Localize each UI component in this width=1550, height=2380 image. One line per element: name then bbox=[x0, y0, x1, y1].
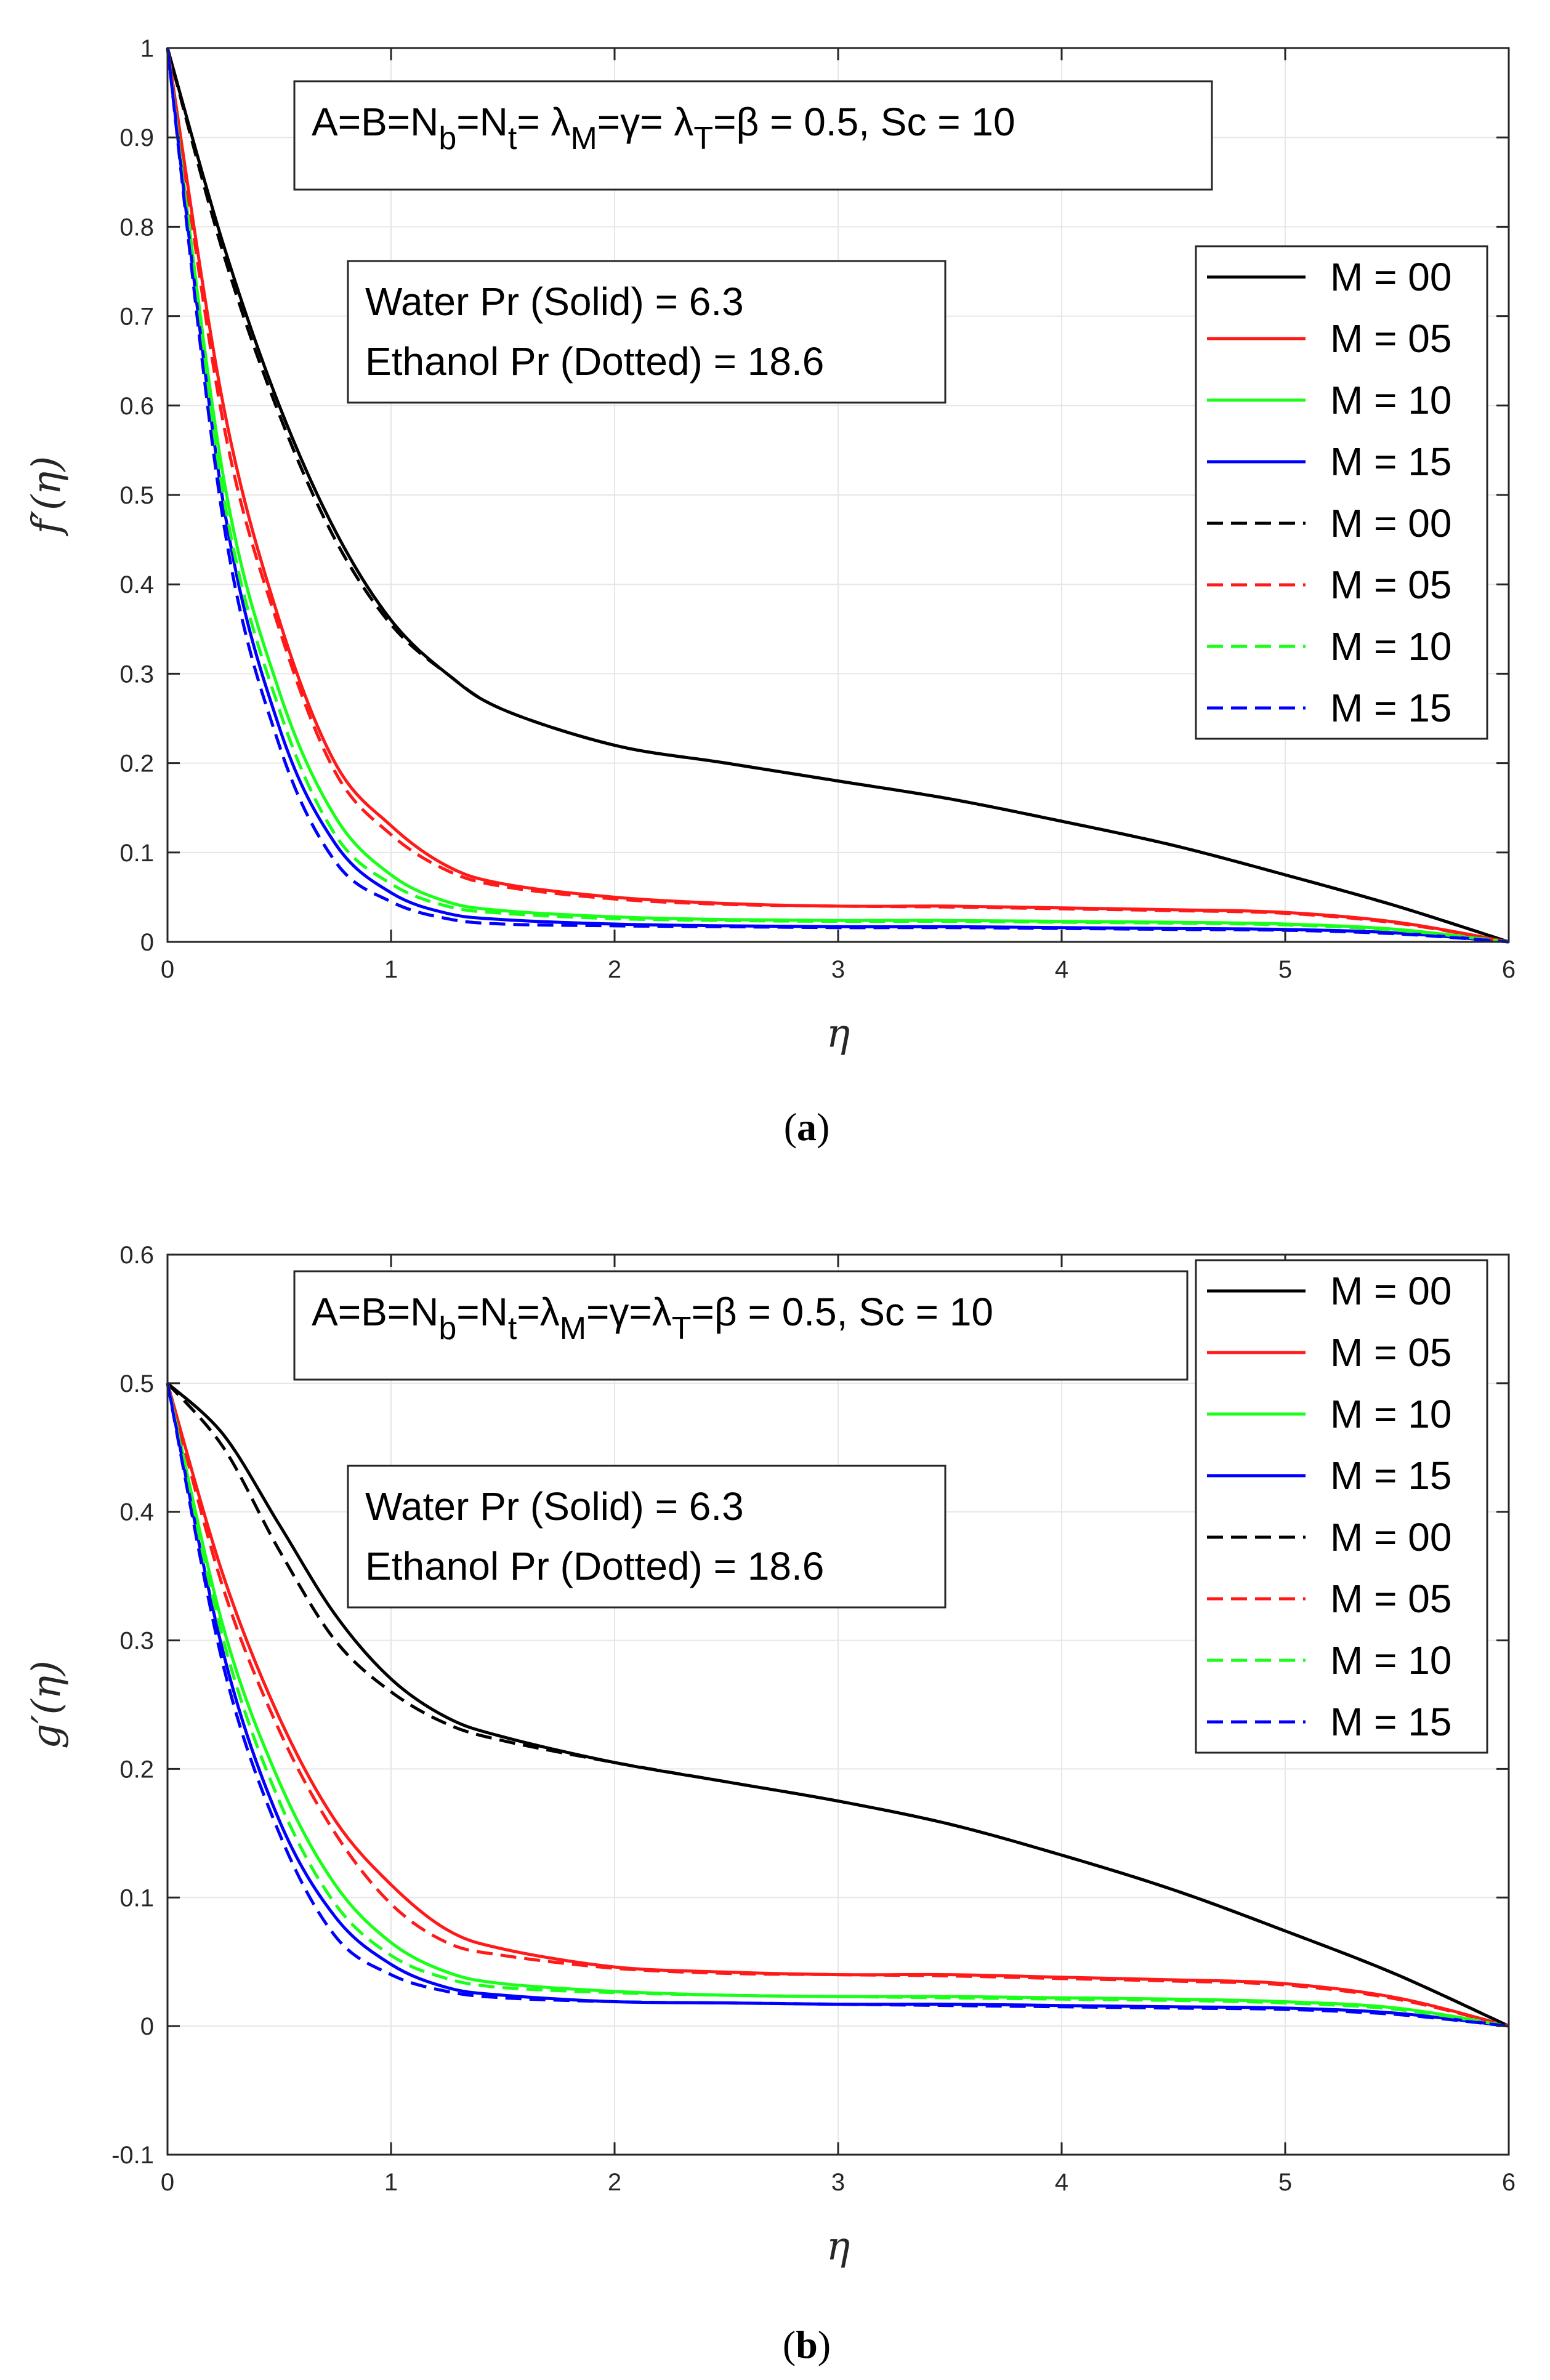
series-line-red-dashed bbox=[166, 1383, 1509, 2028]
y-tick-label: 0 bbox=[140, 929, 154, 956]
series-line-blue-dashed bbox=[166, 1383, 1509, 2028]
y-axis-label: g′(η) bbox=[24, 1660, 70, 1749]
legend-box bbox=[1195, 1259, 1488, 1754]
x-tick-label: 0 bbox=[161, 2169, 174, 2196]
x-tick-label: 4 bbox=[1055, 956, 1068, 983]
x-tick-label: 3 bbox=[831, 2169, 845, 2196]
fluid-box-line-water: Water Pr (Solid) = 6.3 bbox=[365, 1484, 744, 1529]
parameters-text: A=B=Nb=Nt=λM=γ=λT=β = 0.5, Sc = 10 bbox=[312, 1290, 993, 1346]
legend-label: M = 05 bbox=[1330, 1577, 1451, 1621]
y-tick-label: 0.7 bbox=[119, 304, 154, 331]
legend-label: M = 10 bbox=[1330, 624, 1451, 669]
series-line-green-dashed bbox=[166, 47, 1509, 944]
y-tick-label: 0.6 bbox=[119, 1242, 154, 1269]
legend-label: M = 15 bbox=[1330, 1700, 1451, 1744]
x-tick-label: 5 bbox=[1278, 2169, 1292, 2196]
y-tick-label: 0.2 bbox=[119, 1756, 154, 1783]
x-tick-label: 6 bbox=[1502, 956, 1516, 983]
y-tick-label: 0.5 bbox=[119, 482, 154, 509]
y-axis-label: f′(η) bbox=[24, 456, 70, 537]
y-tick-label: 0.5 bbox=[119, 1370, 154, 1397]
parameters-text: A=B=Nb=Nt= λM=γ= λT=β = 0.5, Sc = 10 bbox=[312, 100, 1015, 156]
legend-label: M = 00 bbox=[1330, 501, 1451, 545]
legend-box bbox=[1195, 245, 1488, 740]
y-tick-label: 0.1 bbox=[119, 840, 154, 867]
y-tick-label: 0 bbox=[140, 2013, 154, 2040]
y-tick-label: -0.1 bbox=[111, 2142, 154, 2169]
x-tick-label: 1 bbox=[384, 956, 398, 983]
legend-label: M = 15 bbox=[1330, 1453, 1451, 1498]
legend-label: M = 10 bbox=[1330, 378, 1451, 422]
series-line-black-dashed bbox=[166, 47, 1509, 944]
y-tick-label: 0.8 bbox=[119, 214, 154, 241]
legend-label: M = 15 bbox=[1330, 440, 1451, 484]
legend-label: M = 15 bbox=[1330, 686, 1451, 730]
series-line-red-dashed bbox=[166, 47, 1509, 944]
chart-b: 0 1 2 3 4 5 6 -0.1 0 0.1 0.2 0.3 0.4 0.5 0.6 η g′(η) A=B=… bbox=[24, 1242, 1516, 2366]
y-tick-label: 0.3 bbox=[119, 661, 154, 688]
x-axis-label: η bbox=[826, 1011, 850, 1056]
y-tick-label: 0.4 bbox=[119, 571, 154, 598]
series-line-blue-dashed bbox=[166, 47, 1509, 944]
y-tick-label: 0.1 bbox=[119, 1884, 154, 1912]
legend-label: M = 10 bbox=[1330, 1638, 1451, 1682]
legend-label: M = 05 bbox=[1330, 316, 1451, 361]
parameters-box bbox=[293, 80, 1213, 191]
fluid-box-line-ethanol: Ethanol Pr (Dotted) = 18.6 bbox=[365, 339, 824, 384]
fluid-box bbox=[347, 260, 947, 404]
fluid-box bbox=[347, 1465, 947, 1609]
series-line-black-dashed bbox=[166, 1382, 1510, 2028]
legend-label: M = 05 bbox=[1330, 563, 1451, 607]
x-tick-label: 6 bbox=[1502, 2169, 1516, 2196]
x-tick-label: 1 bbox=[384, 2169, 398, 2196]
chart-a: 0 1 2 3 4 5 6 0 0.1 0.2 0.3 0.4 0.5 0.6 0.7 0.8 0.9 1 η f′(… bbox=[24, 35, 1516, 1149]
x-tick-label: 5 bbox=[1278, 956, 1292, 983]
x-tick-label: 0 bbox=[161, 956, 174, 983]
y-tick-label: 0.6 bbox=[119, 393, 154, 420]
legend-label: M = 00 bbox=[1330, 1515, 1451, 1559]
x-axis-label: η bbox=[826, 2224, 850, 2269]
fluid-box-line-ethanol: Ethanol Pr (Dotted) = 18.6 bbox=[365, 1544, 824, 1588]
legend-label: M = 10 bbox=[1330, 1392, 1451, 1436]
figure-caption: (b) bbox=[783, 2323, 831, 2366]
parameters-box bbox=[293, 1270, 1189, 1381]
y-tick-label: 0.4 bbox=[119, 1499, 154, 1526]
legend-label: M = 00 bbox=[1330, 255, 1451, 299]
fluid-box-line-water: Water Pr (Solid) = 6.3 bbox=[365, 279, 744, 324]
x-tick-label: 2 bbox=[608, 956, 621, 983]
x-tick-label: 2 bbox=[608, 2169, 621, 2196]
legend-label: M = 00 bbox=[1330, 1269, 1451, 1313]
y-tick-label: 0.2 bbox=[119, 750, 154, 778]
x-tick-label: 4 bbox=[1055, 2169, 1068, 2196]
y-tick-label: 0.9 bbox=[119, 124, 154, 151]
y-tick-label: 1 bbox=[140, 35, 154, 62]
legend-label: M = 05 bbox=[1330, 1330, 1451, 1375]
figure-caption: (a) bbox=[784, 1105, 830, 1149]
x-tick-label: 3 bbox=[831, 956, 845, 983]
y-tick-label: 0.3 bbox=[119, 1628, 154, 1655]
series-line-green-dashed bbox=[166, 1383, 1509, 2028]
